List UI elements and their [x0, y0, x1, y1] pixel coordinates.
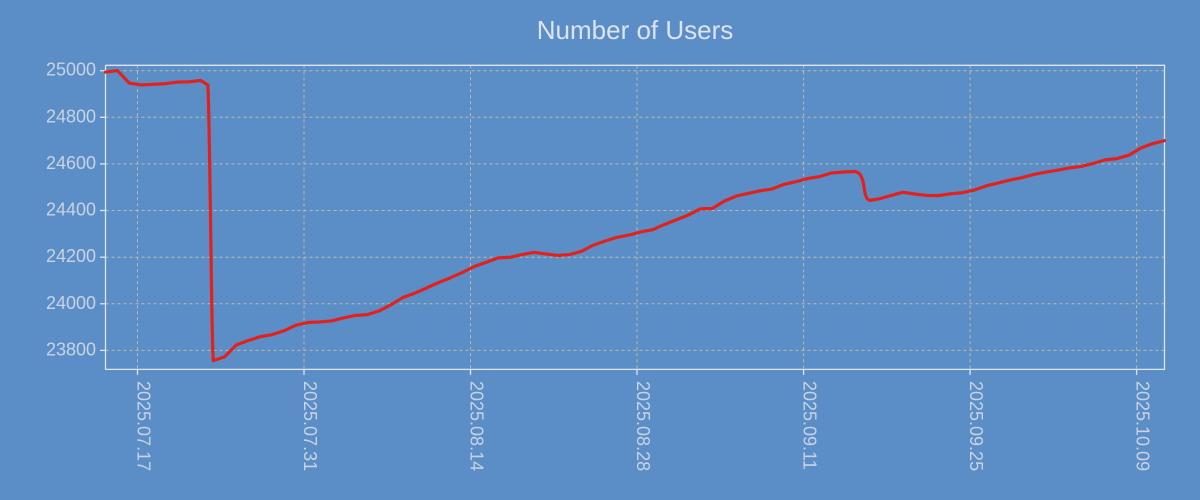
svg-text:23800: 23800 [46, 339, 96, 359]
svg-text:24200: 24200 [46, 246, 96, 266]
svg-text:2025.07.31: 2025.07.31 [300, 381, 320, 471]
svg-text:24800: 24800 [46, 106, 96, 126]
svg-text:25000: 25000 [46, 60, 96, 80]
svg-text:2025.08.28: 2025.08.28 [633, 381, 653, 471]
svg-text:24600: 24600 [46, 153, 96, 173]
svg-text:2025.09.25: 2025.09.25 [966, 381, 986, 471]
svg-text:24400: 24400 [46, 200, 96, 220]
svg-text:2025.09.11: 2025.09.11 [800, 381, 820, 470]
svg-text:2025.10.09: 2025.10.09 [1133, 381, 1153, 471]
svg-text:2025.08.14: 2025.08.14 [467, 381, 487, 471]
svg-text:24000: 24000 [46, 293, 96, 313]
svg-text:2025.07.17: 2025.07.17 [134, 381, 154, 471]
